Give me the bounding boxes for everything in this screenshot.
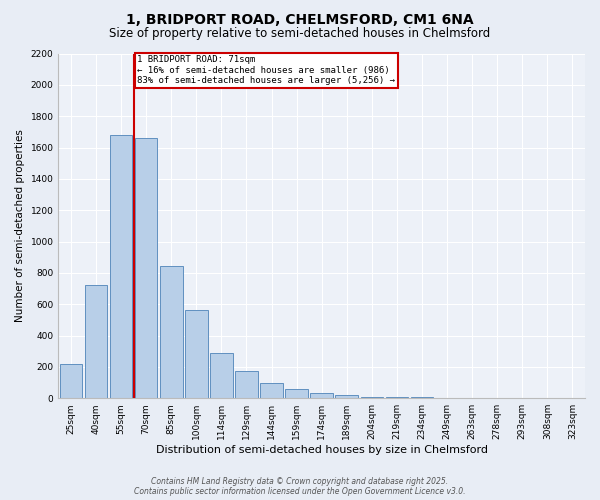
Bar (310, 392, 333, 398)
Text: 1, BRIDPORT ROAD, CHELMSFORD, CM1 6NA: 1, BRIDPORT ROAD, CHELMSFORD, CM1 6NA (126, 12, 474, 26)
Bar (135, 138, 157, 398)
Bar (335, 395, 358, 398)
Y-axis label: Number of semi-detached properties: Number of semi-detached properties (15, 130, 25, 322)
Bar (260, 384, 283, 398)
Text: Contains HM Land Registry data © Crown copyright and database right 2025.
Contai: Contains HM Land Registry data © Crown c… (134, 476, 466, 496)
Bar (235, 371, 258, 398)
Bar (210, 353, 233, 398)
Text: Size of property relative to semi-detached houses in Chelmsford: Size of property relative to semi-detach… (109, 28, 491, 40)
Bar (286, 389, 308, 398)
Bar (361, 396, 383, 398)
Bar (85, 286, 107, 398)
X-axis label: Distribution of semi-detached houses by size in Chelmsford: Distribution of semi-detached houses by … (156, 445, 488, 455)
Bar (386, 397, 408, 398)
Bar (160, 266, 182, 398)
Text: 1 BRIDPORT ROAD: 71sqm
← 16% of semi-detached houses are smaller (986)
83% of se: 1 BRIDPORT ROAD: 71sqm ← 16% of semi-det… (137, 55, 395, 85)
Bar (185, 310, 208, 398)
Bar (59, 364, 82, 398)
Bar (110, 135, 133, 398)
